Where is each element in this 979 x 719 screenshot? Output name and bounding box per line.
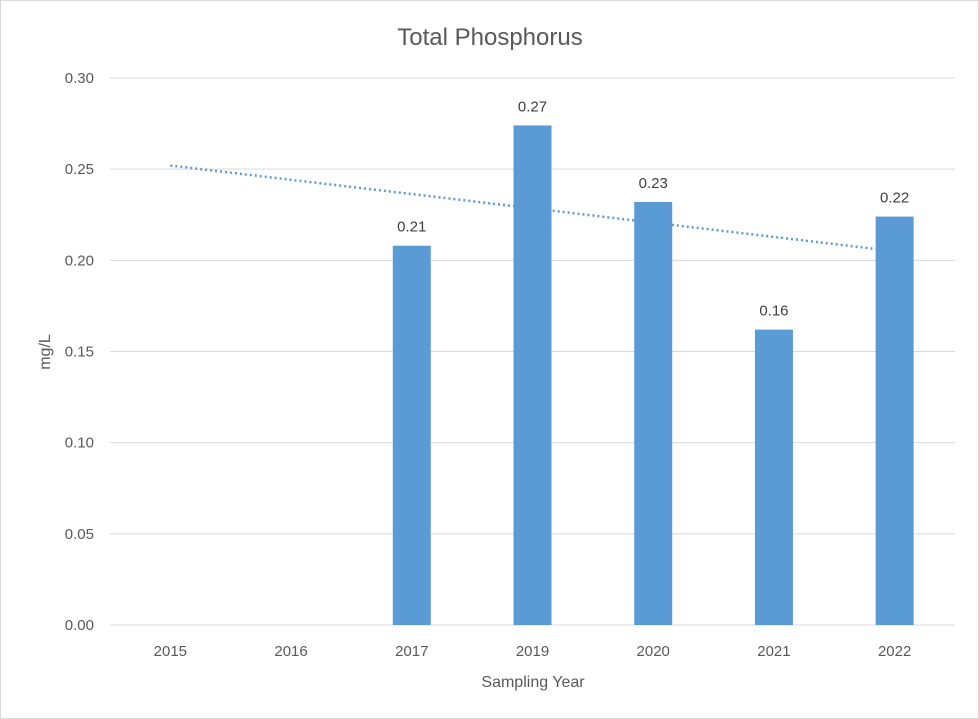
y-tick-label: 0.30 [65, 70, 94, 87]
x-tick-label: 2020 [637, 643, 670, 660]
bar-2019 [513, 125, 552, 625]
y-tick-label: 0.15 [65, 344, 94, 361]
data-label: 0.22 [880, 190, 909, 207]
x-tick-label: 2017 [395, 643, 428, 660]
data-labels: 0.21 0.27 0.23 0.16 0.22 [397, 98, 909, 319]
data-label: 0.23 [639, 175, 668, 192]
x-axis-title: Sampling Year [481, 674, 585, 691]
x-tick-label: 2022 [878, 643, 911, 660]
y-tick-label: 0.20 [65, 252, 94, 269]
trendline [170, 164, 895, 253]
x-tick-label: 2016 [274, 643, 307, 660]
y-tick-label: 0.10 [65, 435, 94, 452]
y-axis-title: mg/L [37, 334, 54, 370]
x-tick-label: 2015 [154, 643, 187, 660]
bars [392, 125, 914, 625]
data-label: 0.27 [518, 98, 547, 115]
y-tick-label: 0.00 [65, 617, 94, 634]
data-label: 0.21 [397, 219, 426, 236]
trendline-group [170, 164, 895, 253]
bar-2022 [875, 216, 914, 625]
bar-2020 [634, 201, 673, 625]
axis-labels: 0.00 0.05 0.10 0.15 0.20 0.25 0.30 2015 2016 2017… [65, 70, 912, 660]
chart-title: Total Phosphorus [397, 24, 582, 51]
y-tick-label: 0.05 [65, 526, 94, 543]
x-tick-label: 2021 [757, 643, 790, 660]
data-label: 0.16 [759, 303, 788, 320]
bar-2017 [392, 245, 431, 625]
y-tick-label: 0.25 [65, 161, 94, 178]
x-tick-label: 2019 [516, 643, 549, 660]
bar-2021 [754, 329, 793, 625]
